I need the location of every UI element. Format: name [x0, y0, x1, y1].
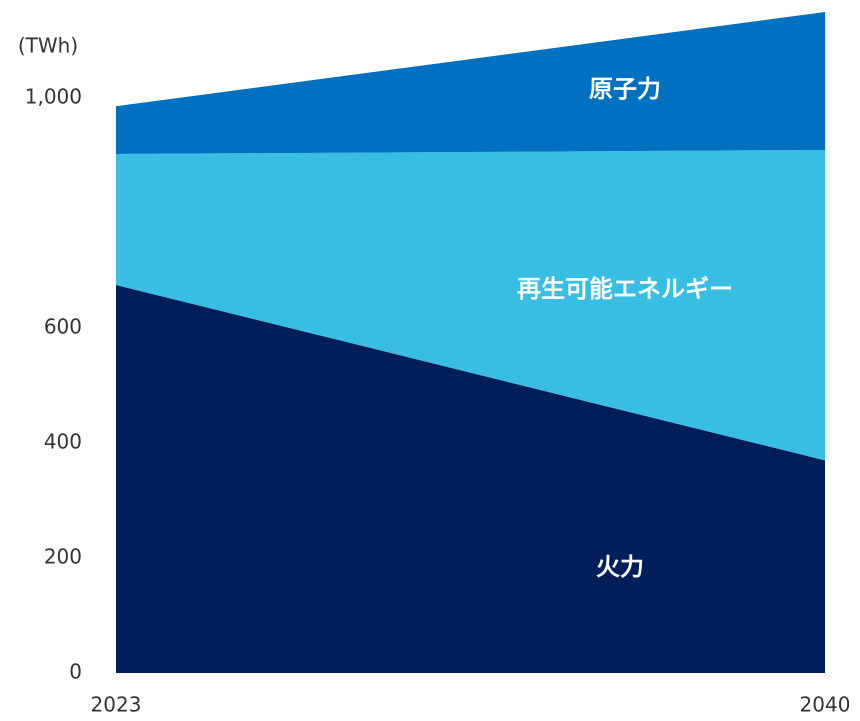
y-tick-label: 400 [44, 430, 82, 454]
area [116, 12, 825, 154]
area [116, 149, 825, 461]
series-label: 原子力 [589, 75, 661, 103]
x-tick-label: 2040 [800, 693, 851, 717]
y-tick-label: 1,000 [25, 85, 82, 109]
y-tick-label: 200 [44, 545, 82, 569]
area [116, 285, 825, 673]
y-axis-label: (TWh) [18, 34, 78, 58]
y-tick-label: 0 [69, 660, 82, 684]
x-tick-label: 2023 [91, 693, 142, 717]
series-label: 火力 [596, 553, 644, 581]
y-tick-label: 600 [44, 315, 82, 339]
series-label: 再生可能エネルギー [517, 275, 733, 303]
